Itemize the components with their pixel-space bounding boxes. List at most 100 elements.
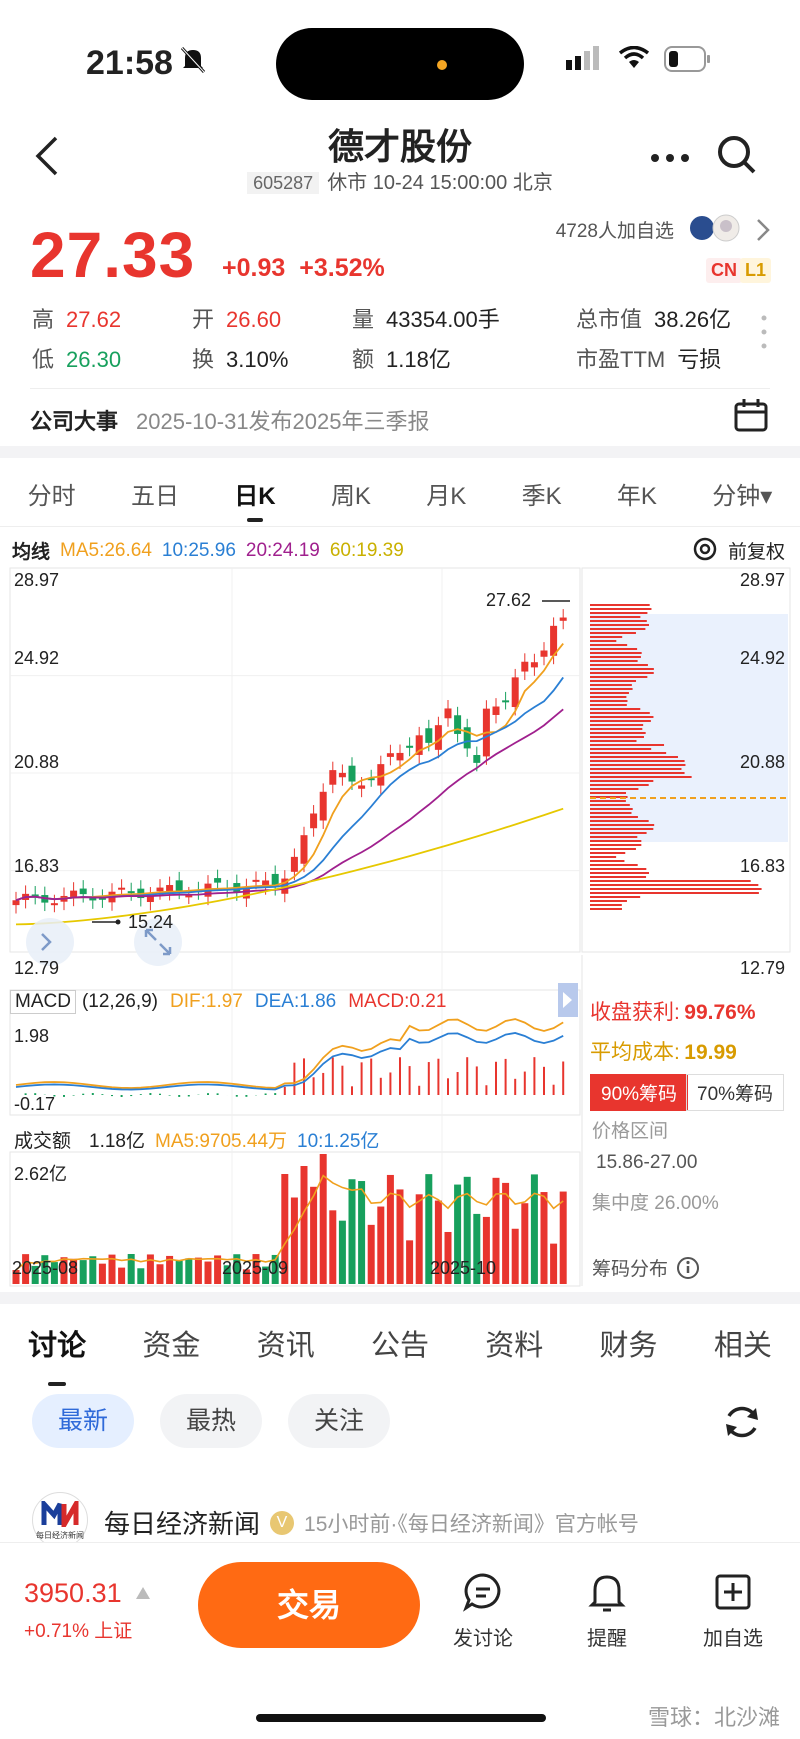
volume-bar bbox=[348, 1179, 356, 1284]
chip-bar bbox=[590, 904, 622, 906]
chip-bar bbox=[590, 712, 650, 714]
verified-icon: V bbox=[270, 1510, 295, 1535]
divider bbox=[30, 388, 770, 389]
chip-bar bbox=[590, 872, 650, 874]
post-label: 发讨论 bbox=[453, 1628, 513, 1650]
more-icon[interactable] bbox=[650, 150, 690, 168]
kline-chart[interactable] bbox=[0, 560, 800, 1290]
tab-related[interactable]: 相关 bbox=[713, 1330, 772, 1362]
company-event[interactable]: 公司大事 2025-10-31发布2025年三季报 bbox=[30, 404, 430, 436]
chip-bar bbox=[590, 784, 649, 786]
volume-bar bbox=[166, 1255, 174, 1284]
index-value[interactable]: 3950.31 bbox=[24, 1578, 122, 1608]
followers[interactable]: 4728人加自选 bbox=[556, 216, 674, 243]
calendar-icon[interactable] bbox=[734, 398, 768, 437]
chip-90-button[interactable]: 90%筹码 bbox=[590, 1074, 689, 1111]
candle bbox=[454, 715, 462, 734]
candle bbox=[473, 755, 481, 763]
tab-minute[interactable]: 分钟▾ bbox=[712, 483, 773, 510]
more-vertical-icon[interactable] bbox=[760, 314, 768, 355]
volume-panel-frame bbox=[9, 1151, 581, 1287]
tab-announce[interactable]: 公告 bbox=[370, 1330, 429, 1362]
refresh-icon[interactable] bbox=[722, 1402, 762, 1447]
volume-bar bbox=[242, 1269, 250, 1284]
volume-bar bbox=[511, 1228, 519, 1284]
chip-bar bbox=[590, 836, 638, 838]
price-change: +0.93 +3.52% bbox=[222, 254, 399, 283]
dynamic-island bbox=[276, 28, 524, 100]
date-label: 2025-08 bbox=[12, 1258, 79, 1278]
search-icon[interactable] bbox=[716, 134, 758, 181]
volume-bar bbox=[329, 1210, 337, 1284]
news-item[interactable]: 每日经济新闻 V 15小时前·《每日经济新闻》官方帐号 bbox=[104, 1504, 639, 1541]
candle bbox=[415, 735, 423, 755]
candle bbox=[271, 873, 279, 888]
chip-70-button[interactable]: 70%筹码 bbox=[686, 1074, 785, 1111]
chip-axis-label: 24.92 bbox=[740, 648, 786, 668]
candle bbox=[396, 752, 404, 761]
candle bbox=[502, 700, 510, 703]
volume-bar bbox=[281, 1174, 289, 1284]
quote-pe: 市盈TTM 亏损 bbox=[576, 347, 722, 372]
follower-avatars[interactable] bbox=[688, 212, 744, 249]
back-icon[interactable] bbox=[34, 136, 60, 181]
filter-hot[interactable]: 最热 bbox=[160, 1394, 262, 1448]
volume-bar bbox=[31, 1265, 39, 1284]
tab-quarterly-k[interactable]: 季K bbox=[521, 483, 562, 510]
tab-finance[interactable]: 财务 bbox=[599, 1330, 658, 1362]
quote-mktcap: 总市值 38.26亿 bbox=[576, 307, 732, 332]
remind-button[interactable]: 提醒 bbox=[562, 1572, 652, 1651]
volume-value: 1.18亿 bbox=[89, 1131, 145, 1152]
wifi-icon bbox=[618, 45, 650, 75]
tab-news[interactable]: 资讯 bbox=[256, 1330, 315, 1362]
macd-label[interactable]: MACD bbox=[10, 990, 76, 1014]
filter-following[interactable]: 关注 bbox=[288, 1394, 390, 1448]
tab-funds[interactable]: 资金 bbox=[142, 1330, 201, 1362]
volume-bar bbox=[137, 1268, 145, 1284]
y-axis-label: 20.88 bbox=[14, 752, 60, 772]
chevron-right-icon[interactable] bbox=[756, 218, 770, 247]
chip-distribution-info[interactable]: 筹码分布 bbox=[592, 1254, 700, 1281]
candle bbox=[434, 725, 442, 750]
section-gap bbox=[0, 1292, 800, 1304]
volume-ma-line bbox=[15, 1174, 564, 1271]
candle bbox=[70, 890, 78, 898]
chip-axis-label: 16.83 bbox=[740, 856, 786, 876]
stock-subtitle: 605287 休市 10-24 15:00:00 北京 bbox=[0, 166, 800, 195]
tab-daily-k[interactable]: 日K bbox=[234, 466, 276, 526]
candle bbox=[12, 900, 20, 906]
chip-bar bbox=[590, 848, 636, 850]
volume-bar bbox=[22, 1254, 30, 1284]
chip-bar bbox=[590, 852, 626, 854]
tab-monthly-k[interactable]: 月K bbox=[426, 483, 467, 510]
chip-bar bbox=[590, 812, 632, 814]
post-discussion-button[interactable]: 发讨论 bbox=[438, 1572, 528, 1651]
tab-weekly-k[interactable]: 周K bbox=[330, 483, 371, 510]
market-badge-cn: CN bbox=[706, 258, 742, 283]
trade-button[interactable]: 交易 bbox=[198, 1562, 420, 1648]
event-text: 2025-10-31发布2025年三季报 bbox=[136, 409, 430, 434]
market-status: 休市 10-24 15:00:00 北京 bbox=[327, 172, 553, 194]
macd-dif: DIF:1.97 bbox=[170, 991, 243, 1012]
chip-dist-label: 筹码分布 bbox=[592, 1259, 669, 1280]
tab-intraday[interactable]: 分时 bbox=[27, 483, 76, 510]
volume-bar bbox=[358, 1181, 366, 1284]
tab-five-day[interactable]: 五日 bbox=[130, 483, 179, 510]
filter-latest[interactable]: 最新 bbox=[32, 1394, 134, 1448]
candle bbox=[300, 835, 308, 864]
settings-icon[interactable] bbox=[692, 536, 718, 567]
volume-bar bbox=[252, 1254, 260, 1284]
remind-label: 提醒 bbox=[587, 1628, 627, 1650]
tab-yearly-k[interactable]: 年K bbox=[616, 483, 657, 510]
volume-bar bbox=[454, 1184, 462, 1284]
add-watchlist-button[interactable]: 加自选 bbox=[688, 1572, 778, 1651]
candle bbox=[377, 764, 385, 786]
tab-discuss[interactable]: 讨论 bbox=[28, 1322, 86, 1386]
volume-bar bbox=[406, 1240, 414, 1284]
tab-profile[interactable]: 资料 bbox=[485, 1330, 544, 1362]
date-label: 2025-09 bbox=[222, 1258, 289, 1278]
chip-bar bbox=[590, 704, 627, 706]
chip-bar bbox=[590, 616, 641, 618]
adjust-mode[interactable]: 前复权 bbox=[728, 542, 786, 563]
news-logo[interactable]: 每日经济新闻 bbox=[32, 1492, 88, 1548]
